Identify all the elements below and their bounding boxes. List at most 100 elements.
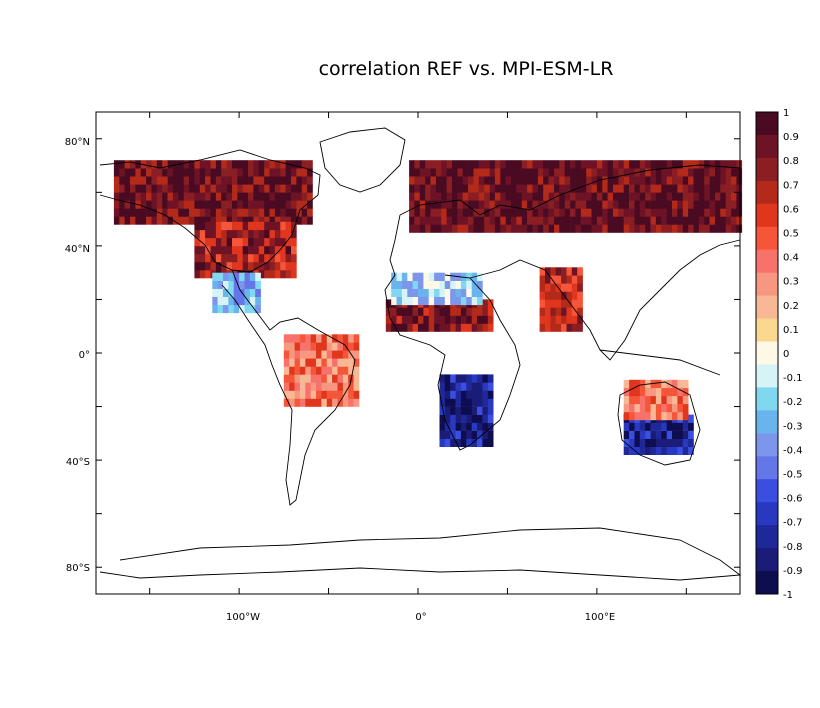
grid-cell [274, 192, 281, 201]
grid-cell [484, 224, 490, 233]
grid-cell [521, 224, 528, 233]
grid-cell [307, 192, 313, 201]
grid-cell [156, 200, 163, 209]
grid-cell [645, 430, 651, 439]
grid-cell [135, 208, 142, 217]
grid-cell [618, 216, 625, 225]
grid-cell [140, 200, 147, 209]
grid-cell [720, 168, 726, 177]
grid-cell [428, 307, 435, 316]
grid-cell [210, 253, 217, 263]
map-title: correlation REF vs. MPI-ESM-LR [318, 58, 614, 80]
grid-cell [500, 216, 506, 225]
grid-cell [477, 398, 483, 407]
grid-cell [189, 184, 195, 193]
grid-cell [264, 208, 270, 217]
grid-cell [666, 200, 673, 209]
grid-cell [232, 184, 238, 193]
grid-cell [570, 224, 576, 233]
grid-cell [489, 224, 496, 233]
grid-cell [629, 387, 635, 397]
grid-cell [280, 168, 286, 177]
grid-cell [248, 221, 254, 231]
grid-cell [237, 216, 243, 225]
grid-cell [539, 307, 546, 316]
grid-cell [460, 307, 467, 316]
grid-cell [645, 168, 651, 177]
grid-cell [396, 315, 403, 324]
grid-cell [172, 184, 179, 193]
grid-cell [253, 168, 260, 177]
grid-cell [301, 160, 308, 169]
grid-cell [559, 216, 565, 225]
grid-cell [226, 184, 233, 193]
grid-cell [258, 176, 265, 185]
grid-cell [580, 208, 587, 217]
grid-cell [505, 184, 512, 193]
grid-cell [460, 296, 467, 306]
grid-cell [434, 315, 440, 324]
grid-cell [221, 200, 227, 209]
grid-cell [337, 398, 344, 407]
grid-cell [291, 216, 297, 225]
grid-cell [561, 323, 567, 332]
grid-cell [337, 390, 344, 399]
grid-cell [135, 160, 142, 169]
grid-cell [396, 307, 403, 316]
grid-cell [639, 200, 646, 209]
grid-cell [527, 200, 533, 209]
grid-cell [468, 176, 474, 185]
grid-cell [307, 160, 313, 169]
grid-cell [725, 192, 732, 201]
grid-cell [580, 216, 587, 225]
grid-cell [430, 184, 437, 193]
grid-cell [661, 403, 667, 413]
grid-cell [471, 280, 478, 289]
grid-cell [301, 216, 308, 225]
grid-cell [709, 216, 716, 225]
grid-cell [688, 430, 694, 439]
grid-cell [248, 262, 254, 271]
grid-cell [471, 398, 478, 407]
grid-cell [457, 224, 464, 233]
grid-cell [385, 299, 392, 308]
colorbar-label: -0.2 [783, 397, 803, 408]
grid-cell [613, 184, 619, 193]
grid-cell [205, 229, 211, 239]
grid-cell [194, 237, 201, 247]
grid-cell [688, 192, 694, 201]
grid-cell [140, 176, 147, 185]
grid-cell [215, 200, 222, 209]
grid-cell [452, 200, 458, 209]
grid-cell [296, 184, 303, 193]
grid-cell [477, 296, 483, 306]
grid-cell [280, 262, 286, 271]
grid-cell [409, 176, 415, 185]
grid-cell [666, 387, 673, 397]
grid-cell [205, 216, 211, 225]
grid-cell [720, 216, 726, 225]
grid-cell [494, 192, 501, 201]
grid-cell [731, 208, 737, 217]
grid-cell [554, 168, 560, 177]
grid-cell [446, 224, 453, 233]
grid-cell [731, 176, 737, 185]
grid-cell [332, 334, 338, 343]
grid-cell [543, 192, 549, 201]
grid-cell [704, 168, 710, 177]
grid-cell [199, 229, 206, 239]
grid-cell [455, 296, 462, 306]
grid-cell [566, 323, 573, 332]
grid-cell [532, 216, 539, 225]
grid-cell [455, 414, 462, 423]
grid-cell [505, 160, 512, 169]
grid-cell [629, 446, 635, 455]
grid-cell [294, 366, 301, 375]
grid-cell [516, 160, 523, 169]
grid-cell [305, 366, 311, 375]
grid-cell [682, 438, 689, 447]
grid-cell [550, 275, 557, 284]
grid-cell [634, 208, 641, 217]
grid-cell [253, 176, 260, 185]
grid-cell [575, 192, 582, 201]
